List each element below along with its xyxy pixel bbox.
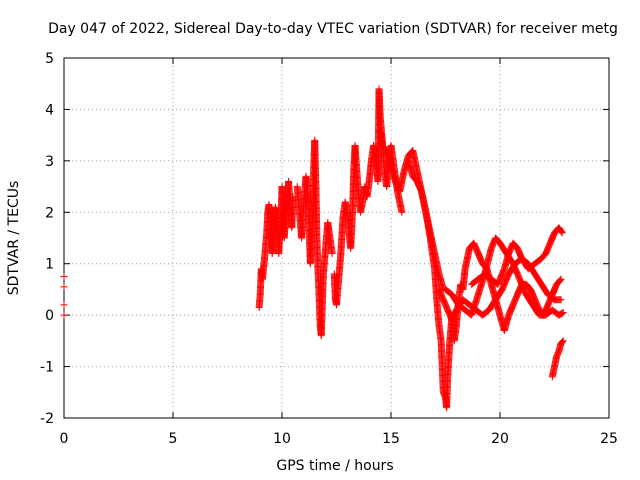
y-tick-label: 2 bbox=[45, 205, 54, 221]
data-marks bbox=[60, 85, 567, 412]
x-tick-label: 20 bbox=[491, 431, 509, 447]
x-tick-label: 5 bbox=[169, 431, 178, 447]
y-tick-label: 3 bbox=[45, 154, 54, 170]
x-tick-label: 15 bbox=[382, 431, 400, 447]
y-tick-labels: -2 -1 0 1 2 3 4 5 bbox=[40, 51, 54, 427]
x-tick-label: 10 bbox=[273, 431, 291, 447]
y-tick-label: 4 bbox=[45, 102, 54, 118]
y-tick-label: -1 bbox=[40, 360, 54, 376]
axis-ticks bbox=[63, 57, 610, 419]
x-tick-label: 0 bbox=[60, 431, 69, 447]
grid-lines bbox=[64, 58, 609, 418]
x-axis-label: GPS time / hours bbox=[276, 458, 393, 474]
data-point bbox=[60, 273, 68, 281]
data-point bbox=[60, 311, 68, 319]
plot-frame bbox=[63, 57, 610, 419]
y-axis-label: SDTVAR / TECUs bbox=[6, 181, 22, 296]
data-point bbox=[60, 283, 68, 291]
chart-title: Day 047 of 2022, Sidereal Day-to-day VTE… bbox=[48, 21, 618, 37]
x-tick-labels: 0 5 10 15 20 25 bbox=[60, 431, 618, 447]
data-point bbox=[328, 249, 336, 257]
x-tick-label: 25 bbox=[600, 431, 618, 447]
data-point bbox=[60, 301, 68, 309]
y-tick-label: 5 bbox=[45, 51, 54, 67]
y-tick-label: 1 bbox=[45, 257, 54, 273]
y-tick-label: 0 bbox=[45, 308, 54, 324]
y-tick-label: -2 bbox=[40, 411, 54, 427]
